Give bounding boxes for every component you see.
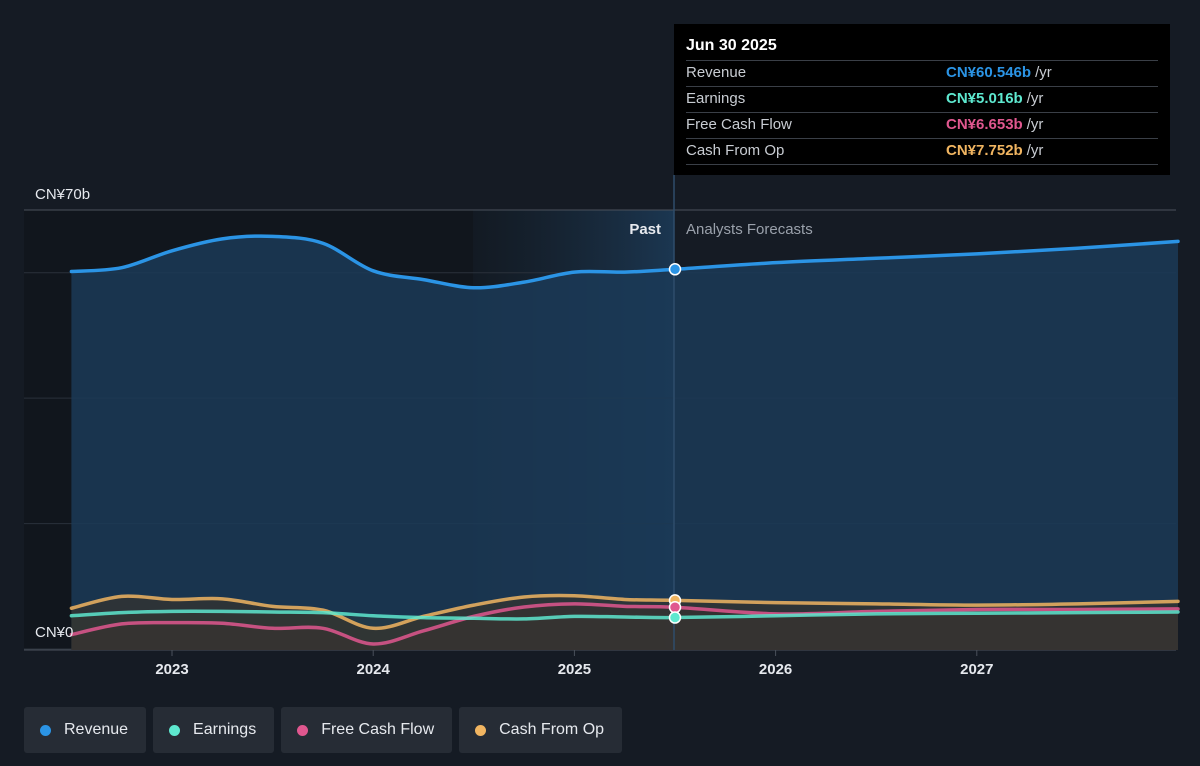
revenue-dot-icon [40,724,51,736]
legend-item-revenue[interactable]: Revenue [24,707,147,753]
series-lines [69,234,1180,646]
x-axis-ticks: 2023 2024 2025 2026 2027 [155,650,993,678]
tooltip-label: Free Cash Flow [686,116,792,133]
tooltip-label: Revenue [686,64,747,81]
tooltip-row-earnings: Earnings CN¥5.016b /yr [686,86,1158,112]
tooltip-panel: Jun 30 2025 Revenue CN¥60.546b /yr Earni… [674,24,1170,175]
tooltip-unit: /yr [1026,90,1044,107]
line-cash-from-op [69,593,1180,631]
legend-item-cash-from-op[interactable]: Cash From Op [459,707,623,753]
line-free-cash-flow [69,602,1180,646]
current-markers [668,263,682,624]
marker-earnings [668,611,682,624]
line-revenue [69,234,1180,290]
tooltip-row-free-cash-flow: Free Cash Flow CN¥6.653b /yr [686,112,1158,138]
tooltip-label: Earnings [686,90,746,107]
line-earnings [69,609,1180,621]
legend-item-free-cash-flow[interactable]: Free Cash Flow [281,707,453,753]
tooltip-value: CN¥60.546b [946,64,1032,81]
marker-free-cash-flow [668,601,682,614]
tooltip-label: Cash From Op [686,142,785,159]
x-tick-label: 2023 [155,661,188,678]
tooltip-value: CN¥7.752b [946,142,1023,159]
series-areas [71,236,1178,650]
free-cash-flow-dot-icon [297,724,309,736]
legend-label: Free Cash Flow [321,721,435,738]
legend-item-earnings[interactable]: Earnings [153,707,275,753]
y-axis-bottom-label: CN¥0 [35,624,73,641]
tooltip-row-revenue: Revenue CN¥60.546b /yr [686,60,1158,86]
past-label[interactable]: Past [629,221,661,238]
area-revenue [71,236,1178,650]
chart-canvas: CN¥70b CN¥0 Past Analysts Forecasts 2023… [24,175,1180,678]
tooltip-row-cash-from-op: Cash From Op CN¥7.752b /yr [686,138,1158,165]
legend: Revenue Earnings Free Cash Flow Cash Fro… [24,707,623,753]
x-tick-label: 2025 [558,661,591,678]
forecast-label[interactable]: Analysts Forecasts [686,221,813,238]
marker-revenue [668,263,682,276]
legend-label: Earnings [193,721,257,738]
x-tick-label: 2027 [960,661,993,678]
earnings-dot-icon [169,724,181,736]
tooltip-unit: /yr [1026,116,1044,133]
legend-label: Cash From Op [499,721,605,738]
tooltip-value: CN¥5.016b [946,90,1023,107]
x-tick-label: 2026 [759,661,792,678]
tooltip-unit: /yr [1035,64,1052,81]
tooltip-date: Jun 30 2025 [686,37,777,54]
legend-label: Revenue [64,721,129,738]
x-tick-label: 2024 [357,661,391,678]
y-axis-top-label: CN¥70b [35,186,90,203]
cash-from-op-dot-icon [475,724,487,736]
tooltip-value: CN¥6.653b [946,116,1023,133]
tooltip-unit: /yr [1026,142,1044,159]
